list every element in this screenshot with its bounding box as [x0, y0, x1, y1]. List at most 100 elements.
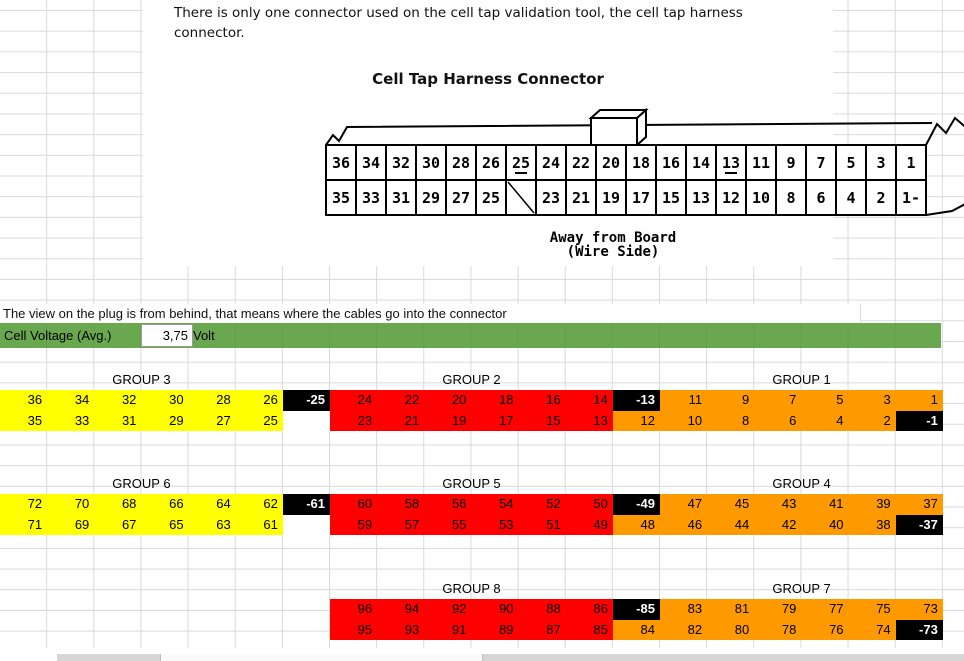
table-cell[interactable]: -73 — [895, 619, 943, 640]
table-cell[interactable] — [283, 599, 330, 620]
table-cell[interactable]: 69 — [47, 514, 95, 535]
table-cell[interactable] — [236, 599, 283, 620]
table-cell[interactable]: 53 — [471, 514, 519, 535]
table-cell[interactable]: 7 — [754, 390, 802, 411]
table-cell[interactable]: 92 — [424, 599, 472, 620]
table-cell[interactable]: 45 — [707, 494, 755, 515]
table-cell[interactable]: 55 — [424, 514, 472, 535]
table-cell[interactable]: 59 — [329, 514, 378, 535]
table-cell[interactable]: 29 — [141, 410, 189, 431]
table-cell[interactable]: 66 — [141, 494, 189, 515]
table-cell[interactable]: 83 — [659, 599, 708, 620]
table-cell[interactable]: 51 — [518, 514, 566, 535]
table-cell[interactable]: 75 — [848, 599, 896, 620]
table-cell[interactable] — [283, 620, 330, 641]
active-sheet-tab[interactable] — [160, 654, 483, 661]
table-cell[interactable]: 17 — [471, 410, 519, 431]
table-cell[interactable]: 62 — [235, 494, 283, 515]
table-cell[interactable]: 87 — [518, 619, 566, 640]
table-cell[interactable]: 25 — [235, 410, 283, 431]
sheet-tab-bar[interactable] — [0, 654, 964, 661]
table-cell[interactable]: 73 — [895, 599, 943, 620]
table-cell[interactable]: 95 — [329, 619, 378, 640]
table-cell[interactable]: 56 — [424, 494, 472, 515]
table-cell[interactable]: 88 — [518, 599, 566, 620]
table-cell[interactable]: 49 — [565, 514, 613, 535]
table-cell[interactable]: 11 — [659, 390, 708, 411]
table-cell[interactable]: 64 — [188, 494, 236, 515]
table-cell[interactable] — [94, 599, 141, 620]
table-cell[interactable]: 60 — [329, 494, 378, 515]
table-cell[interactable]: 44 — [707, 514, 755, 535]
table-cell[interactable]: 71 — [0, 514, 48, 535]
table-cell[interactable]: 93 — [377, 619, 425, 640]
table-cell[interactable]: -25 — [282, 390, 330, 411]
table-cell[interactable]: -1 — [895, 410, 943, 431]
table-cell[interactable]: -49 — [612, 494, 660, 515]
table-cell[interactable]: 9 — [707, 390, 755, 411]
table-cell[interactable]: 48 — [612, 514, 660, 535]
table-cell[interactable]: 90 — [471, 599, 519, 620]
table-cell[interactable]: 16 — [518, 390, 566, 411]
table-cell[interactable]: 19 — [424, 410, 472, 431]
table-cell[interactable]: 89 — [471, 619, 519, 640]
table-cell[interactable] — [47, 599, 94, 620]
table-cell[interactable] — [141, 599, 188, 620]
table-cell[interactable] — [94, 620, 141, 641]
table-cell[interactable]: 10 — [659, 410, 708, 431]
table-cell[interactable]: 78 — [754, 619, 802, 640]
table-cell[interactable]: 4 — [801, 410, 849, 431]
table-cell[interactable]: 8 — [707, 410, 755, 431]
table-cell[interactable]: 77 — [801, 599, 849, 620]
table-cell[interactable]: 18 — [471, 390, 519, 411]
table-cell[interactable]: 43 — [754, 494, 802, 515]
table-cell[interactable]: 80 — [707, 619, 755, 640]
table-cell[interactable]: 13 — [565, 410, 613, 431]
table-cell[interactable]: 23 — [329, 410, 378, 431]
table-cell[interactable]: 14 — [565, 390, 613, 411]
table-cell[interactable] — [236, 620, 283, 641]
table-cell[interactable]: 61 — [235, 514, 283, 535]
table-cell[interactable]: 85 — [565, 619, 613, 640]
table-cell[interactable]: 3 — [848, 390, 896, 411]
table-cell[interactable]: -61 — [282, 494, 330, 515]
table-cell[interactable] — [47, 620, 94, 641]
table-cell[interactable] — [141, 620, 188, 641]
table-cell[interactable] — [189, 620, 236, 641]
table-cell[interactable]: 2 — [848, 410, 896, 431]
table-cell[interactable]: 31 — [94, 410, 142, 431]
table-cell[interactable]: 5 — [801, 390, 849, 411]
table-cell[interactable]: 30 — [141, 390, 189, 411]
table-cell[interactable]: 39 — [848, 494, 896, 515]
table-cell[interactable]: 33 — [47, 410, 95, 431]
table-cell[interactable]: 81 — [707, 599, 755, 620]
table-cell[interactable]: 94 — [377, 599, 425, 620]
cell-voltage-input[interactable]: 3,75 — [141, 324, 193, 347]
table-cell[interactable]: 28 — [188, 390, 236, 411]
table-cell[interactable]: 15 — [518, 410, 566, 431]
table-cell[interactable]: 74 — [848, 619, 896, 640]
table-cell[interactable]: 96 — [329, 599, 378, 620]
table-cell[interactable] — [282, 410, 330, 431]
table-cell[interactable] — [189, 599, 236, 620]
table-cell[interactable]: 6 — [754, 410, 802, 431]
table-cell[interactable]: 50 — [565, 494, 613, 515]
table-cell[interactable]: 65 — [141, 514, 189, 535]
table-cell[interactable]: 38 — [848, 514, 896, 535]
table-cell[interactable]: 70 — [47, 494, 95, 515]
table-cell[interactable]: 27 — [188, 410, 236, 431]
table-cell[interactable]: 24 — [329, 390, 378, 411]
table-cell[interactable]: 72 — [0, 494, 48, 515]
table-cell[interactable]: 36 — [0, 390, 48, 411]
table-cell[interactable]: 58 — [377, 494, 425, 515]
table-cell[interactable]: 22 — [377, 390, 425, 411]
table-cell[interactable]: -85 — [612, 599, 660, 620]
table-cell[interactable]: 52 — [518, 494, 566, 515]
table-cell[interactable]: -13 — [612, 390, 660, 411]
table-cell[interactable]: 57 — [377, 514, 425, 535]
table-cell[interactable]: 82 — [659, 619, 708, 640]
table-cell[interactable] — [0, 620, 47, 641]
table-cell[interactable]: 54 — [471, 494, 519, 515]
table-cell[interactable]: 46 — [659, 514, 708, 535]
table-cell[interactable]: 67 — [94, 514, 142, 535]
